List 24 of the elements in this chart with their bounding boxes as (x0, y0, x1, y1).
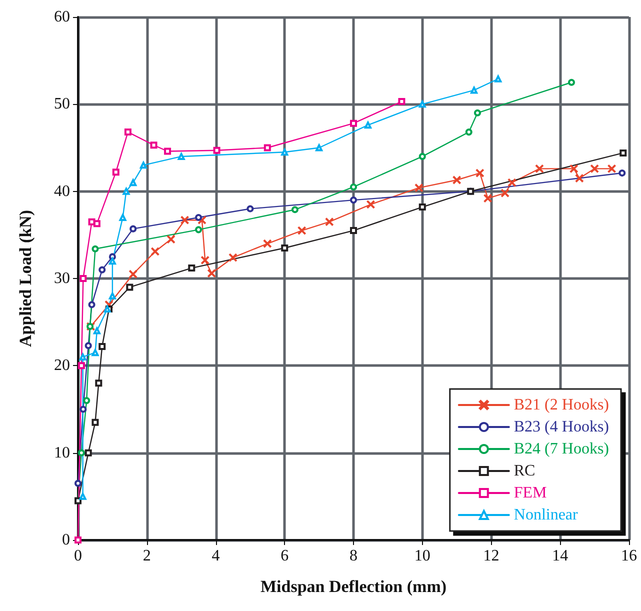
legend-label: Nonlinear (514, 506, 579, 524)
x-tick-label: 0 (74, 548, 82, 564)
x-tick-label: 8 (350, 548, 358, 564)
y-tick-label: 40 (54, 182, 70, 200)
y-axis-title: Applied Load (kN) (16, 210, 35, 347)
x-tick-label: 4 (212, 548, 220, 564)
legend-label: B23 (4 Hooks) (514, 418, 609, 436)
x-tick-label: 16 (621, 548, 637, 564)
legend-label: FEM (514, 484, 547, 502)
legend-label: RC (514, 462, 536, 480)
legend-label: B24 (7 Hooks) (514, 440, 609, 458)
y-tick-label: 20 (54, 357, 70, 374)
x-tick-label: 6 (280, 548, 289, 564)
y-tick-label: 30 (54, 270, 70, 287)
y-tick-label: 50 (54, 96, 70, 113)
y-tick-label: 10 (54, 444, 70, 462)
x-tick-label: 10 (414, 548, 430, 564)
x-tick-label: 14 (552, 548, 568, 564)
y-tick-label: 60 (54, 8, 70, 26)
x-tick-label: 2 (142, 548, 151, 564)
x-axis-title: Midspan Deflection (mm) (260, 577, 447, 596)
x-tick-label: 12 (483, 548, 500, 564)
legend-label: B21 (2 Hooks) (514, 396, 609, 414)
y-tick-label: 0 (62, 532, 70, 548)
